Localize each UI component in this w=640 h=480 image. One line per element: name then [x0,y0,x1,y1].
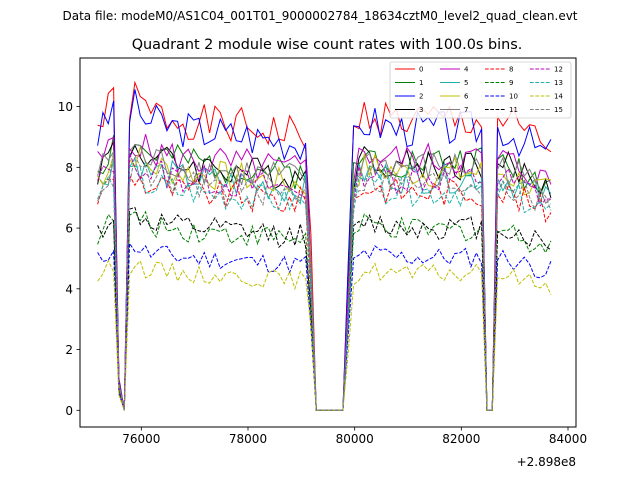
series-11-line [97,206,552,411]
legend-label-3: 3 [419,106,423,114]
chart-title: Quadrant 2 module wise count rates with … [132,37,523,53]
legend-label-0: 0 [419,66,423,74]
legend-label-10: 10 [509,93,518,101]
x-offset-label: +2.898e8 [517,455,576,469]
y-tick-label: 2 [65,343,73,357]
chart-suptitle: Data file: modeM0/AS1C04_001T01_90000027… [62,9,577,23]
series-layer [97,80,552,411]
x-tick-label: 84000 [549,432,587,446]
legend-label-6: 6 [464,93,469,101]
y-tick-label: 4 [65,282,73,296]
legend-label-2: 2 [419,93,423,101]
legend-label-14: 14 [554,93,563,101]
y-tick-label: 6 [65,222,73,236]
series-15-line [97,151,552,411]
legend-label-11: 11 [509,106,518,114]
legend-label-7: 7 [464,106,468,114]
y-tick-label: 0 [65,404,73,418]
legend-label-5: 5 [464,79,468,87]
legend-label-13: 13 [554,79,563,87]
y-tick-label: 8 [65,161,73,175]
legend-label-12: 12 [554,66,563,74]
legend-label-9: 9 [509,79,513,87]
x-tick-label: 76000 [122,432,160,446]
legend-label-1: 1 [419,79,423,87]
x-tick-label: 82000 [442,432,480,446]
plot-frame [79,57,577,428]
legend-label-4: 4 [464,66,469,74]
x-axis: 76000 78000 80000 82000 84000 [122,427,587,446]
x-tick-label: 80000 [336,432,374,446]
legend-label-15: 15 [554,106,563,114]
legend-box [389,61,572,119]
legend-label-8: 8 [509,66,513,74]
y-axis: 0 2 4 6 8 10 [58,100,80,418]
y-tick-label: 10 [58,100,73,114]
x-tick-label: 78000 [229,432,267,446]
